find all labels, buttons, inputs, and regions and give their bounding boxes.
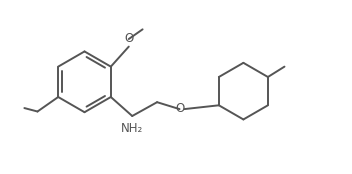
- Text: O: O: [175, 102, 184, 115]
- Text: NH₂: NH₂: [120, 122, 143, 135]
- Text: O: O: [124, 32, 133, 45]
